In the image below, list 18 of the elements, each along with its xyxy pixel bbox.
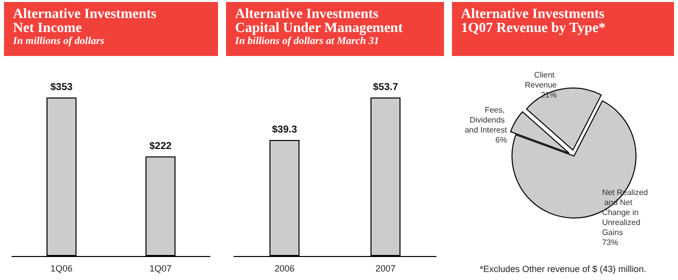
data-label: $39.3 [272, 124, 298, 136]
x-tick-label: 1Q07 [149, 264, 172, 274]
chart-subtitle: In billions of dollars at March 31 [235, 36, 380, 48]
data-label: 6% [495, 136, 507, 145]
chart-title: Alternative Investments Capital Under Management [235, 7, 404, 36]
x-tick-label: 2006 [274, 264, 295, 274]
x-tick-label: 2007 [375, 264, 396, 274]
slice-label: Fees, Dividends and Interest [464, 106, 508, 135]
chart-title: Alternative Investments 1Q07 Revenue by Type* [461, 7, 607, 36]
data-label: $353 [50, 82, 74, 94]
text: *Excludes Other revenue of $ (43) million. [478, 264, 648, 274]
data-label: 73% [602, 238, 618, 247]
chart-subtitle: In millions of dollars [13, 36, 106, 48]
data-label: $53.7 [372, 82, 398, 94]
data-label: $222 [149, 140, 172, 152]
chart-title: Alternative Investments Net Income [13, 7, 158, 36]
slice-label: Client Revenue [524, 70, 558, 90]
x-tick-label: 1Q06 [50, 264, 73, 274]
